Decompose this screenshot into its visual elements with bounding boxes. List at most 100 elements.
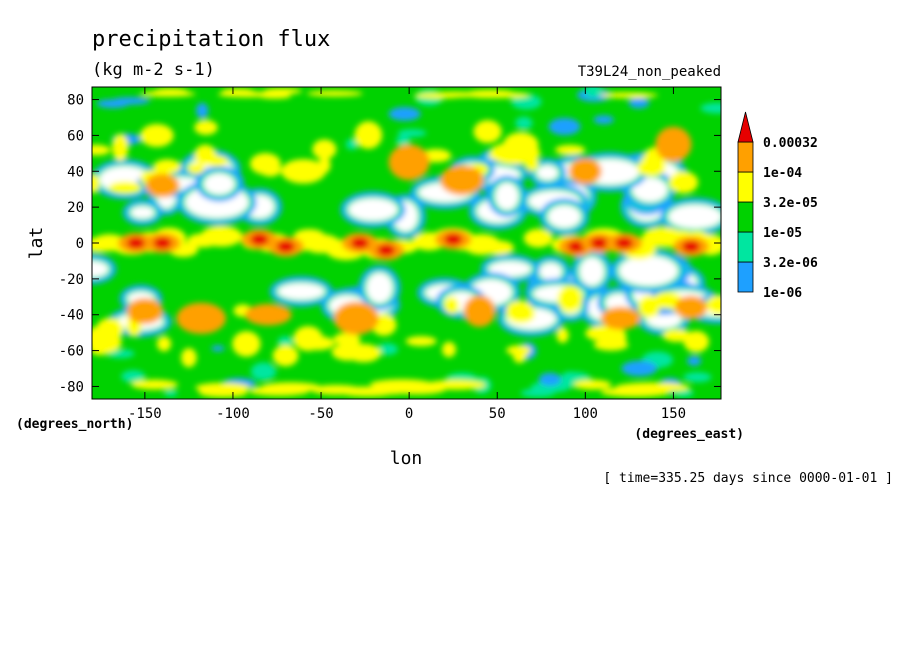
- precip-blob: [92, 144, 111, 156]
- precip-blob: [92, 174, 100, 194]
- colorbar-segment: [737, 141, 754, 173]
- precip-blob: [347, 339, 362, 358]
- precip-blob: [306, 90, 363, 97]
- precip-blob: [506, 304, 536, 324]
- precip-blob: [621, 360, 658, 377]
- precip-peak: [153, 237, 172, 249]
- colorbar-segment: [737, 171, 754, 203]
- precip-blob: [405, 336, 437, 347]
- precip-blob: [579, 257, 605, 286]
- colorbar-label: 3.2e-05: [763, 196, 818, 211]
- precip-blob: [557, 285, 583, 313]
- precip-blob: [442, 341, 456, 358]
- precip-blob: [473, 120, 502, 144]
- precip-blob: [555, 144, 586, 156]
- precip-blob: [547, 205, 581, 229]
- precip-blob: [523, 228, 553, 248]
- precip-peak: [377, 244, 396, 257]
- precip-blob: [377, 343, 398, 356]
- precip-blob: [277, 336, 294, 348]
- precip-blob: [194, 144, 217, 166]
- precip-blob: [615, 382, 690, 393]
- chart-title: precipitation flux: [92, 27, 330, 52]
- precip-blob: [96, 99, 130, 109]
- dataset-label: T39L24_non_peaked: [578, 64, 721, 80]
- precip-blob: [599, 92, 658, 99]
- precip-blob: [674, 295, 708, 320]
- x-tick-label: 0: [405, 406, 413, 422]
- precip-blob: [370, 379, 434, 390]
- plot-area: [92, 87, 721, 399]
- precip-blob: [440, 165, 484, 196]
- precip-blob: [397, 129, 427, 138]
- precip-field: [92, 87, 721, 398]
- precip-blob: [495, 182, 519, 210]
- precip-blob: [489, 142, 541, 165]
- precip-blob: [176, 302, 226, 334]
- precip-blob: [121, 370, 146, 383]
- colorbar: 1e-06 3.2e-06 1e-05 3.2e-05 1e-04 0.00032: [737, 111, 818, 301]
- precip-blob: [593, 339, 629, 351]
- precip-blob: [131, 379, 179, 390]
- colorbar-label: 1e-05: [763, 226, 802, 241]
- precip-blob: [366, 272, 393, 304]
- precip-blob: [427, 91, 485, 98]
- y-axis: -80 -60 -40 -20 0 20 40 60 80: [59, 93, 721, 395]
- precip-blob: [333, 301, 379, 335]
- precip-blob: [336, 386, 398, 397]
- time-label: [ time=335.25 days since 0000-01-01 ]: [603, 471, 893, 486]
- y-axis-units: (degrees_north): [16, 417, 133, 432]
- y-axis-label: lat: [26, 227, 47, 260]
- y-tick-label: -60: [59, 344, 84, 360]
- precip-blob: [444, 296, 459, 314]
- precip-blob: [164, 389, 178, 397]
- colorbar-segment: [737, 261, 754, 293]
- precip-blob: [312, 139, 337, 160]
- precip-peak: [127, 237, 145, 249]
- precip-peak: [276, 240, 295, 253]
- precip-blob: [539, 262, 562, 281]
- precip-blob: [145, 173, 180, 198]
- x-tick-label: 50: [489, 406, 506, 422]
- colorbar-extend-arrow: [737, 111, 754, 143]
- precip-blob: [92, 261, 109, 278]
- precip-blob: [203, 173, 235, 195]
- precip-blob: [573, 379, 612, 390]
- precip-blob: [232, 331, 261, 357]
- precip-blob: [200, 226, 243, 247]
- x-axis-units: (degrees_east): [634, 427, 744, 442]
- precip-blob: [92, 326, 112, 352]
- precip-blob: [263, 88, 302, 95]
- colorbar-label: 0.00032: [763, 136, 818, 151]
- y-tick-label: 80: [67, 93, 84, 109]
- precip-blob: [277, 283, 325, 300]
- precip-blob: [687, 355, 702, 366]
- precip-blob: [293, 326, 323, 352]
- colorbar-segment: [737, 231, 754, 263]
- y-tick-label: 0: [76, 236, 84, 252]
- precip-blob: [482, 240, 515, 255]
- precip-blob: [388, 106, 421, 121]
- precip-blob: [628, 97, 650, 109]
- precip-blob: [258, 92, 292, 99]
- precip-blob: [140, 124, 174, 147]
- precip-blob: [106, 349, 135, 359]
- precip-blob: [388, 144, 430, 181]
- precip-blob: [249, 153, 281, 175]
- precip-blob: [463, 295, 496, 327]
- chart-units: (kg m-2 s-1): [92, 60, 215, 80]
- precip-blob: [673, 388, 694, 398]
- precip-blob: [683, 330, 710, 353]
- y-tick-label: -40: [59, 308, 84, 324]
- precip-blob: [272, 345, 299, 367]
- precip-blob: [261, 382, 321, 393]
- precip-blob: [536, 165, 559, 181]
- precip-blob: [584, 87, 603, 98]
- x-tick-label: -100: [216, 406, 250, 422]
- y-tick-label: -20: [59, 272, 84, 288]
- precip-blob: [112, 133, 129, 162]
- precip-blob: [568, 157, 602, 185]
- x-tick-label: 100: [573, 406, 598, 422]
- precip-blob: [395, 135, 411, 146]
- precip-blob: [281, 159, 326, 184]
